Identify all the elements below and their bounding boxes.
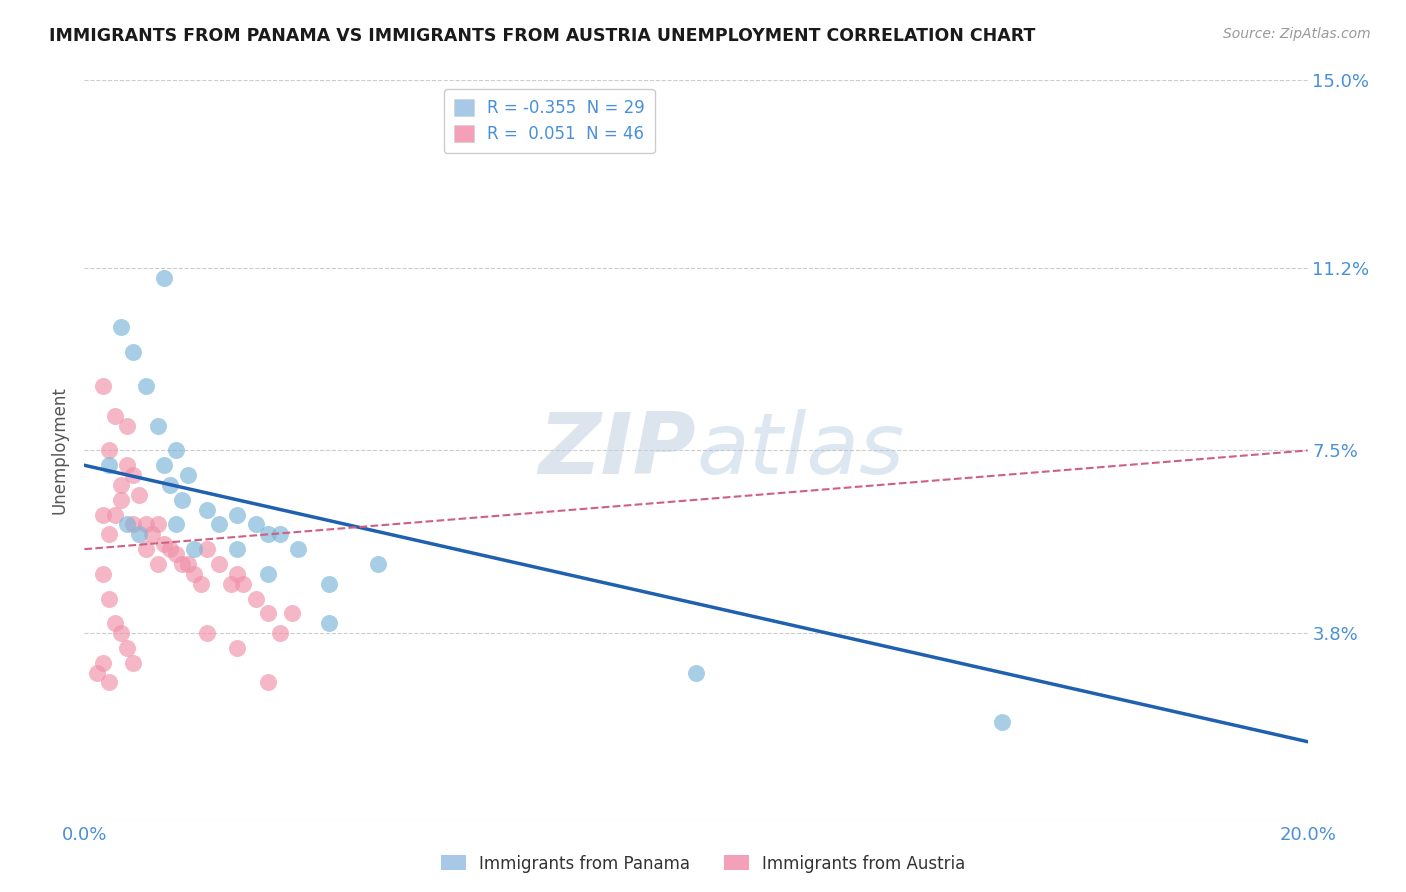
Point bbox=[128, 527, 150, 541]
Point bbox=[165, 443, 187, 458]
Text: ZIP: ZIP bbox=[538, 409, 696, 492]
Point bbox=[245, 591, 267, 606]
Point bbox=[153, 537, 176, 551]
Point bbox=[177, 468, 200, 483]
Point bbox=[208, 517, 231, 532]
Point bbox=[219, 576, 242, 591]
Point bbox=[257, 675, 280, 690]
Text: atlas: atlas bbox=[696, 409, 904, 492]
Point bbox=[195, 502, 218, 516]
Point bbox=[146, 557, 169, 571]
Point bbox=[991, 714, 1014, 729]
Point bbox=[110, 320, 132, 334]
Point bbox=[122, 344, 145, 359]
Point bbox=[232, 576, 254, 591]
Point bbox=[104, 508, 127, 522]
Point bbox=[269, 527, 291, 541]
Point bbox=[257, 527, 280, 541]
Point bbox=[195, 542, 218, 557]
Point bbox=[110, 626, 132, 640]
Legend: Immigrants from Panama, Immigrants from Austria: Immigrants from Panama, Immigrants from … bbox=[434, 848, 972, 880]
Point bbox=[128, 488, 150, 502]
Point bbox=[195, 626, 218, 640]
Point bbox=[685, 665, 707, 680]
Point bbox=[287, 542, 309, 557]
Point bbox=[226, 542, 249, 557]
Point bbox=[97, 591, 120, 606]
Point bbox=[115, 458, 138, 473]
Point bbox=[110, 478, 132, 492]
Point bbox=[86, 665, 108, 680]
Point bbox=[257, 607, 280, 621]
Point bbox=[97, 443, 120, 458]
Text: Source: ZipAtlas.com: Source: ZipAtlas.com bbox=[1223, 27, 1371, 41]
Point bbox=[226, 566, 249, 581]
Point bbox=[122, 468, 145, 483]
Point bbox=[146, 418, 169, 433]
Point bbox=[165, 547, 187, 561]
Point bbox=[269, 626, 291, 640]
Point bbox=[91, 656, 114, 670]
Point bbox=[110, 492, 132, 507]
Point bbox=[97, 527, 120, 541]
Point bbox=[226, 640, 249, 655]
Point bbox=[115, 640, 138, 655]
Point bbox=[104, 409, 127, 423]
Point bbox=[91, 379, 114, 393]
Point bbox=[165, 517, 187, 532]
Point bbox=[208, 557, 231, 571]
Point bbox=[159, 478, 181, 492]
Point bbox=[141, 527, 163, 541]
Legend: R = -0.355  N = 29, R =  0.051  N = 46: R = -0.355 N = 29, R = 0.051 N = 46 bbox=[444, 88, 655, 153]
Point bbox=[135, 379, 157, 393]
Point bbox=[367, 557, 389, 571]
Point bbox=[153, 458, 176, 473]
Point bbox=[104, 616, 127, 631]
Point bbox=[91, 508, 114, 522]
Point bbox=[115, 418, 138, 433]
Point bbox=[281, 607, 304, 621]
Point bbox=[153, 270, 176, 285]
Point bbox=[172, 557, 194, 571]
Point bbox=[91, 566, 114, 581]
Text: IMMIGRANTS FROM PANAMA VS IMMIGRANTS FROM AUSTRIA UNEMPLOYMENT CORRELATION CHART: IMMIGRANTS FROM PANAMA VS IMMIGRANTS FRO… bbox=[49, 27, 1036, 45]
Point bbox=[318, 576, 340, 591]
Point bbox=[135, 542, 157, 557]
Point bbox=[177, 557, 200, 571]
Point bbox=[190, 576, 212, 591]
Point bbox=[257, 566, 280, 581]
Y-axis label: Unemployment: Unemployment bbox=[51, 386, 69, 515]
Point bbox=[245, 517, 267, 532]
Point bbox=[122, 517, 145, 532]
Point bbox=[226, 508, 249, 522]
Point bbox=[159, 542, 181, 557]
Point bbox=[183, 566, 205, 581]
Point bbox=[318, 616, 340, 631]
Point bbox=[172, 492, 194, 507]
Point bbox=[183, 542, 205, 557]
Point bbox=[97, 675, 120, 690]
Point bbox=[135, 517, 157, 532]
Point bbox=[146, 517, 169, 532]
Point bbox=[122, 656, 145, 670]
Point bbox=[115, 517, 138, 532]
Point bbox=[97, 458, 120, 473]
